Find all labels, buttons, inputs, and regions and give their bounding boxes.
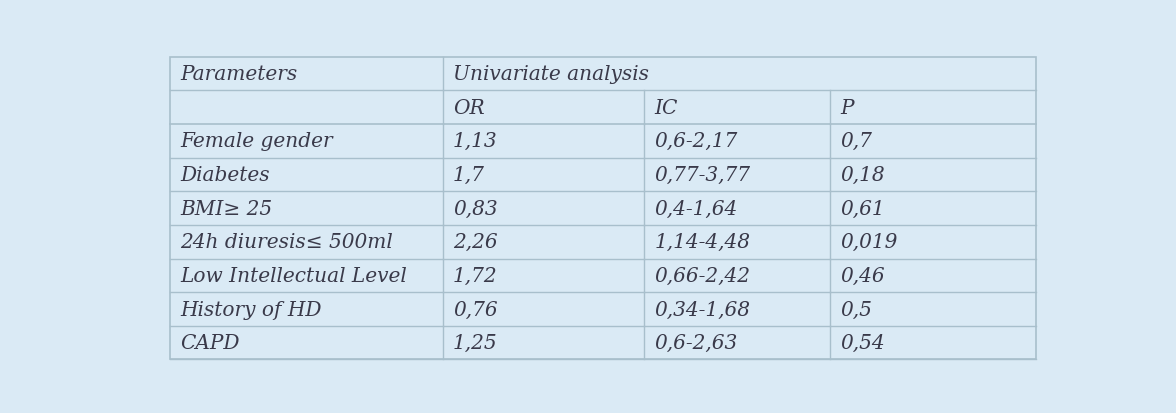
- Text: IC: IC: [655, 98, 679, 117]
- Text: 0,18: 0,18: [841, 166, 886, 185]
- Text: 1,13: 1,13: [453, 132, 497, 151]
- Text: Low Intellectual Level: Low Intellectual Level: [180, 266, 407, 285]
- Text: P: P: [841, 98, 854, 117]
- Text: 0,4-1,64: 0,4-1,64: [655, 199, 737, 218]
- Text: Female gender: Female gender: [180, 132, 333, 151]
- Text: 0,83: 0,83: [453, 199, 497, 218]
- Text: 1,7: 1,7: [453, 166, 485, 185]
- Text: OR: OR: [453, 98, 485, 117]
- Text: 0,66-2,42: 0,66-2,42: [655, 266, 750, 285]
- Text: 0,7: 0,7: [841, 132, 873, 151]
- Text: 1,25: 1,25: [453, 333, 497, 352]
- Text: BMI≥ 25: BMI≥ 25: [180, 199, 273, 218]
- Text: 1,72: 1,72: [453, 266, 497, 285]
- Text: 0,6-2,63: 0,6-2,63: [655, 333, 737, 352]
- Text: 0,46: 0,46: [841, 266, 886, 285]
- Text: 24h diuresis≤ 500ml: 24h diuresis≤ 500ml: [180, 233, 393, 252]
- Text: Diabetes: Diabetes: [180, 166, 269, 185]
- Text: CAPD: CAPD: [180, 333, 240, 352]
- Text: 0,5: 0,5: [841, 300, 873, 319]
- Text: 0,019: 0,019: [841, 233, 898, 252]
- Text: 1,14-4,48: 1,14-4,48: [655, 233, 750, 252]
- Text: Parameters: Parameters: [180, 65, 298, 84]
- Text: 2,26: 2,26: [453, 233, 497, 252]
- Text: 0,77-3,77: 0,77-3,77: [655, 166, 750, 185]
- Text: History of HD: History of HD: [180, 300, 322, 319]
- Text: 0,6-2,17: 0,6-2,17: [655, 132, 737, 151]
- Text: 0,54: 0,54: [841, 333, 886, 352]
- Text: 0,61: 0,61: [841, 199, 886, 218]
- Text: 0,76: 0,76: [453, 300, 497, 319]
- Text: Univariate analysis: Univariate analysis: [453, 65, 649, 84]
- Text: 0,34-1,68: 0,34-1,68: [655, 300, 750, 319]
